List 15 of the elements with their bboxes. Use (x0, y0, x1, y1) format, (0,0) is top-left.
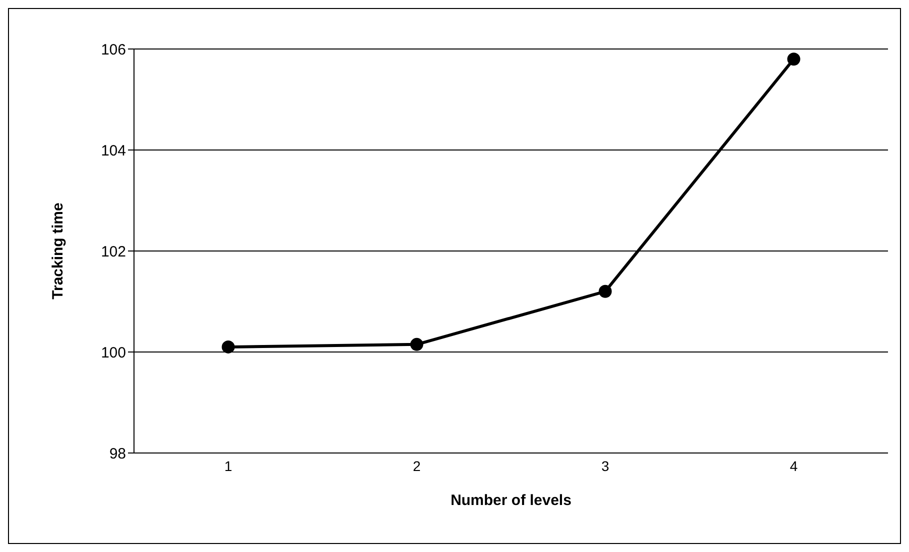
y-tick-label: 102 (100, 243, 126, 260)
x-tick-label: 3 (601, 458, 610, 474)
y-tick-label: 100 (100, 344, 126, 362)
y-tick-label: 106 (100, 41, 126, 58)
point (787, 52, 800, 66)
x-tick-label: 1 (224, 458, 232, 474)
point (410, 338, 424, 351)
y-tick-label: 98 (109, 445, 126, 462)
y-axis-title: Tracking time (49, 202, 66, 300)
y-tick-label: 104 (100, 142, 126, 160)
point (598, 284, 612, 298)
x-tick-label: 2 (412, 458, 421, 474)
x-axis-title: Number of levels (450, 492, 572, 509)
x-tick-label: 4 (790, 458, 798, 474)
point (222, 340, 235, 354)
